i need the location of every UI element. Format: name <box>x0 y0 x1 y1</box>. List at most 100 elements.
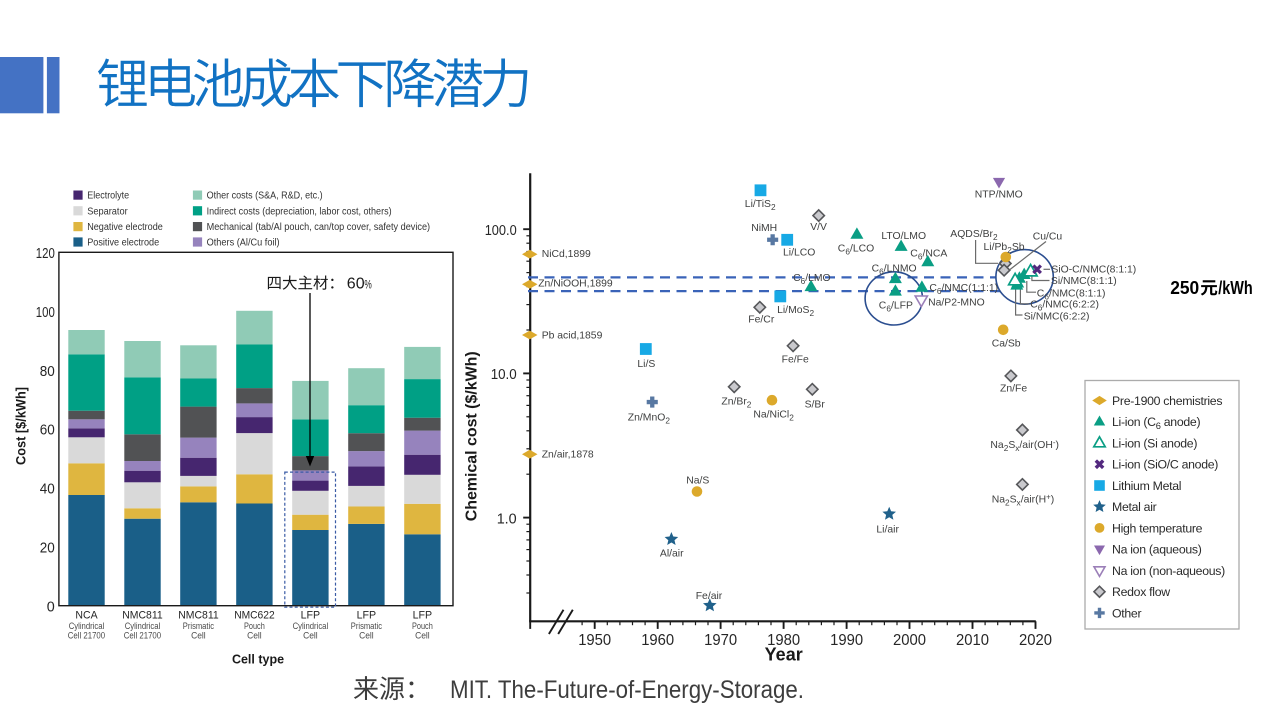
svg-text:2020: 2020 <box>1019 632 1052 649</box>
svg-text:Na ion (aqueous): Na ion (aqueous) <box>1112 543 1202 557</box>
svg-text:LFP: LFP <box>413 609 433 621</box>
svg-text:C6/LMO: C6/LMO <box>793 273 831 286</box>
svg-text:Chemical cost ($/kWh): Chemical cost ($/kWh) <box>464 351 481 521</box>
svg-text:C6/NCA: C6/NCA <box>910 249 947 262</box>
svg-text:1.0: 1.0 <box>497 511 517 527</box>
svg-text:250: 250 <box>1170 278 1199 298</box>
svg-text:V/V: V/V <box>810 222 827 233</box>
svg-text:LFP: LFP <box>357 609 377 621</box>
svg-text:Other: Other <box>1112 606 1141 620</box>
svg-text:Cell: Cell <box>303 631 318 641</box>
svg-text:Redox flow: Redox flow <box>1112 585 1170 599</box>
svg-text:Na/S: Na/S <box>686 476 709 487</box>
svg-text:Li/Pb2Sb: Li/Pb2Sb <box>984 242 1025 255</box>
svg-text:80: 80 <box>40 364 55 380</box>
svg-text:Li/LCO: Li/LCO <box>783 248 815 259</box>
svg-text:60: 60 <box>347 276 365 293</box>
svg-text:1980: 1980 <box>767 632 800 649</box>
svg-text:Pb acid,1859: Pb acid,1859 <box>542 331 603 342</box>
svg-text:C6/LFP: C6/LFP <box>879 301 913 314</box>
svg-text:0: 0 <box>47 599 55 615</box>
svg-text:2010: 2010 <box>956 632 989 649</box>
svg-text:AQDS/Br2: AQDS/Br2 <box>950 229 998 242</box>
svg-text:C6/LNMO: C6/LNMO <box>872 264 917 277</box>
svg-text:Zn/NiOOH,1899: Zn/NiOOH,1899 <box>538 279 613 290</box>
svg-text:Li/MoS2: Li/MoS2 <box>777 305 814 318</box>
svg-text:Li-ion (SiO/C anode): Li-ion (SiO/C anode) <box>1112 458 1218 472</box>
svg-text:20: 20 <box>40 541 55 557</box>
svg-text:Negative electrode: Negative electrode <box>87 222 163 233</box>
svg-text:S/Br: S/Br <box>805 400 826 411</box>
svg-text:Zn/air,1878: Zn/air,1878 <box>542 450 594 461</box>
svg-text:LFP: LFP <box>301 609 321 621</box>
svg-text:NCA: NCA <box>75 609 98 621</box>
svg-text:Zn/Br2: Zn/Br2 <box>721 397 751 410</box>
svg-text:%: % <box>364 280 371 292</box>
svg-text:Cu/Cu: Cu/Cu <box>1033 232 1063 243</box>
svg-text:Cylindrical: Cylindrical <box>125 621 161 631</box>
svg-text:C6/NMC(6:2:2): C6/NMC(6:2:2) <box>1030 300 1099 313</box>
svg-text:Metal air: Metal air <box>1112 500 1157 514</box>
svg-text:Electrolyte: Electrolyte <box>87 191 129 202</box>
svg-text:100.0: 100.0 <box>485 223 517 239</box>
svg-text:Pouch: Pouch <box>244 621 265 631</box>
svg-text:C6/NMC(8:1:1): C6/NMC(8:1:1) <box>1037 289 1106 302</box>
svg-text:Cost [$/kWh]: Cost [$/kWh] <box>14 387 29 465</box>
svg-text:Prismatic: Prismatic <box>351 621 382 631</box>
svg-text:1960: 1960 <box>641 632 674 649</box>
svg-text:Si/NMC(8:1:1): Si/NMC(8:1:1) <box>1051 276 1117 287</box>
svg-text:Cell: Cell <box>359 631 374 641</box>
svg-text:NiCd,1899: NiCd,1899 <box>542 249 591 260</box>
svg-text:NiMH: NiMH <box>751 223 777 234</box>
svg-text:Cell 21700: Cell 21700 <box>124 631 161 641</box>
svg-text:NMC811: NMC811 <box>178 609 219 621</box>
svg-text:Cylindrical: Cylindrical <box>69 621 105 631</box>
svg-text:Fe/Fe: Fe/Fe <box>782 355 809 366</box>
svg-text:Na2Sx/air(H+): Na2Sx/air(H+) <box>992 492 1054 507</box>
svg-text:MIT. The-Future-of-Energy-Stor: MIT. The-Future-of-Energy-Storage. <box>450 676 804 704</box>
svg-text:60: 60 <box>40 423 55 439</box>
svg-text:Cell: Cell <box>191 631 206 641</box>
svg-text:120: 120 <box>36 246 55 262</box>
svg-text:Indirect costs (depreciation,: Indirect costs (depreciation, labor cost… <box>207 206 392 217</box>
svg-text:Li/TiS2: Li/TiS2 <box>745 199 776 212</box>
svg-text:Li-ion (Si anode): Li-ion (Si anode) <box>1112 436 1197 450</box>
svg-text:Zn/MnO2: Zn/MnO2 <box>628 413 671 426</box>
svg-text:10.0: 10.0 <box>491 367 517 383</box>
svg-text:NMC622: NMC622 <box>234 609 275 621</box>
svg-text:Na2Sx/air(OH-): Na2Sx/air(OH-) <box>990 438 1059 453</box>
svg-text:Fe/Cr: Fe/Cr <box>748 315 775 326</box>
svg-text:C6/LCO: C6/LCO <box>838 244 874 257</box>
svg-text:Li/air: Li/air <box>876 525 899 536</box>
svg-text:C6/NMC(1:1:1): C6/NMC(1:1:1) <box>929 283 998 296</box>
svg-text:Mechanical (tab/Al pouch, can/: Mechanical (tab/Al pouch, can/top cover,… <box>207 222 431 233</box>
svg-text:Prismatic: Prismatic <box>183 621 214 631</box>
svg-text:Na/NiCl2: Na/NiCl2 <box>753 410 794 423</box>
svg-text:Fe/air: Fe/air <box>696 591 723 602</box>
svg-text:1990: 1990 <box>830 632 863 649</box>
svg-text:NTP/NMO: NTP/NMO <box>975 190 1023 201</box>
svg-text:LTO/LMO: LTO/LMO <box>881 231 926 242</box>
svg-text:Li-ion (C6 anode): Li-ion (C6 anode) <box>1112 415 1200 431</box>
svg-text:Other costs (S&A, R&D, etc.): Other costs (S&A, R&D, etc.) <box>207 191 323 202</box>
svg-text:Si/NMC(6:2:2): Si/NMC(6:2:2) <box>1024 312 1090 323</box>
svg-text:Positive electrode: Positive electrode <box>87 238 159 249</box>
svg-text:Li/S: Li/S <box>637 359 655 370</box>
svg-text:Cell 21700: Cell 21700 <box>68 631 105 641</box>
svg-text:Ca/Sb: Ca/Sb <box>992 339 1021 350</box>
svg-text:Year: Year <box>765 645 803 665</box>
svg-text:/kWh: /kWh <box>1218 278 1253 298</box>
svg-text:1950: 1950 <box>578 632 611 649</box>
svg-text:SiO-C/NMC(8:1:1): SiO-C/NMC(8:1:1) <box>1051 265 1136 276</box>
svg-text:100: 100 <box>36 305 55 321</box>
svg-text:2000: 2000 <box>893 632 926 649</box>
svg-text:Lithium Metal: Lithium Metal <box>1112 479 1181 493</box>
svg-text:1970: 1970 <box>704 632 737 649</box>
svg-text:Pre-1900 chemistries: Pre-1900 chemistries <box>1112 394 1222 408</box>
svg-text:Cylindrical: Cylindrical <box>293 621 329 631</box>
svg-text:Others (Al/Cu foil): Others (Al/Cu foil) <box>207 238 280 249</box>
svg-text:Cell: Cell <box>415 631 430 641</box>
svg-text:Na ion (non-aqueous): Na ion (non-aqueous) <box>1112 564 1225 578</box>
svg-text:40: 40 <box>40 482 55 498</box>
svg-text:Pouch: Pouch <box>412 621 433 631</box>
